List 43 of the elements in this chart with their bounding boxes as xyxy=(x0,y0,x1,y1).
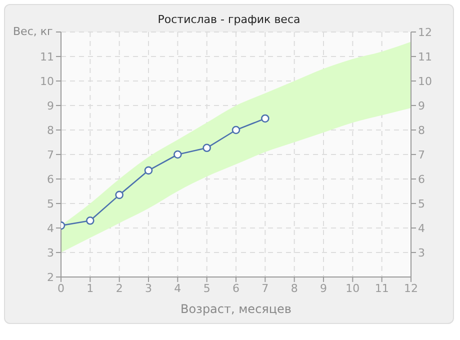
y-tick-label: 4 xyxy=(47,222,54,235)
chart-title: Ростислав - график веса xyxy=(156,13,302,26)
x-tick-label: 6 xyxy=(232,282,240,295)
point xyxy=(232,126,240,134)
x-tick-label: 0 xyxy=(58,282,64,295)
y2-tick-label: 4 xyxy=(418,222,425,235)
y-tick-label: 8 xyxy=(47,124,54,137)
y2-tick-label: 8 xyxy=(418,124,425,137)
x-tick-label: 12 xyxy=(404,282,418,295)
point xyxy=(261,114,270,123)
y2-tick-label: 12 xyxy=(418,26,432,39)
y-tick-label: 2 xyxy=(47,270,54,284)
x-tick-label: 8 xyxy=(290,282,298,295)
y-tick-label: 9 xyxy=(47,99,54,112)
x-tick-label: 9 xyxy=(320,282,327,295)
y2-tick-label: 11 xyxy=(418,50,432,64)
y2-tick-label: 9 xyxy=(418,99,425,112)
y-axis-title: Вес, кг xyxy=(13,25,53,38)
y2-tick-label: 5 xyxy=(418,197,425,210)
x-tick-label: 1 xyxy=(86,282,94,295)
x-tick-label: 7 xyxy=(262,282,269,295)
y2-tick-label: 6 xyxy=(418,172,425,186)
y-tick-label: 5 xyxy=(47,197,54,210)
x-axis-title: Возраст, месяцев xyxy=(180,302,292,316)
x-tick-label: 4 xyxy=(174,282,182,295)
y-tick-label: 3 xyxy=(47,246,54,260)
y-tick-label: 6 xyxy=(47,172,54,186)
y2-tick-label: 10 xyxy=(418,74,432,88)
y2-tick-label: 7 xyxy=(418,148,425,162)
y-tick-label: 7 xyxy=(47,148,54,162)
point xyxy=(174,150,182,159)
y2-tick-label: 3 xyxy=(418,246,425,260)
y-tick-label: 10 xyxy=(40,74,54,88)
x-tick-label: 10 xyxy=(346,282,360,295)
point xyxy=(202,144,211,152)
x-tick-label: 3 xyxy=(145,282,152,295)
y-tick-label: 11 xyxy=(40,50,54,64)
x-tick-label: 5 xyxy=(203,282,210,295)
x-tick-label: 11 xyxy=(374,282,389,295)
point xyxy=(144,166,153,175)
x-tick-label: 2 xyxy=(116,282,123,295)
point xyxy=(86,216,94,225)
point xyxy=(115,190,124,200)
